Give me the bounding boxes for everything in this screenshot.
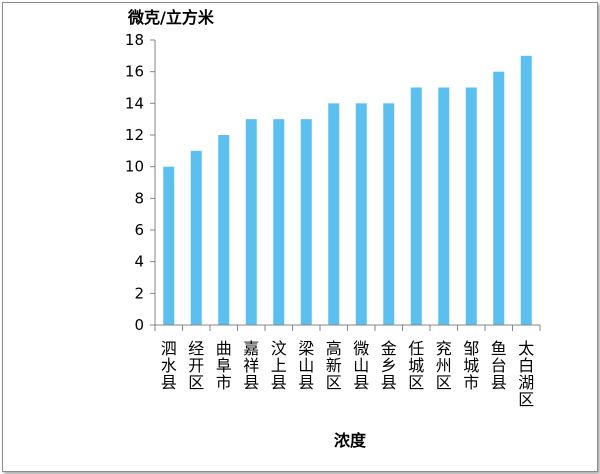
category-labels: 泗水县经开区曲阜市嘉祥县汶上县梁山县高新区微山县金乡县任城区兖州区邹城市鱼台县太… — [161, 339, 535, 409]
y-tick-label: 16 — [125, 63, 144, 81]
x-category-label: 兖州区 — [436, 339, 452, 392]
x-category-label: 汶上县 — [271, 339, 287, 392]
x-category-label: 嘉祥县 — [243, 339, 259, 392]
y-axis-label: 微克/立方米 — [127, 8, 215, 27]
x-category-label: 金乡县 — [381, 339, 397, 392]
bar-7 — [355, 103, 367, 325]
x-axis-label: 浓度 — [334, 431, 367, 450]
y-tick-label: 0 — [134, 316, 144, 334]
bar-4 — [273, 119, 285, 326]
y-tick-label: 2 — [134, 284, 144, 302]
y-tick-label: 6 — [134, 221, 144, 239]
x-category-label: 鱼台县 — [491, 339, 507, 392]
y-tick-label: 18 — [125, 31, 144, 49]
y-tick-label: 4 — [134, 253, 144, 271]
bar-6 — [328, 103, 340, 325]
y-tick-label: 8 — [134, 189, 144, 207]
x-category-label: 高新区 — [326, 339, 342, 392]
x-category-label: 梁山县 — [298, 339, 314, 392]
bar-5 — [300, 119, 312, 326]
bars — [163, 55, 532, 326]
x-category-label: 微山县 — [353, 339, 369, 392]
x-category-label: 任城区 — [408, 339, 424, 392]
bar-12 — [493, 71, 505, 326]
y-tick-label: 12 — [125, 126, 144, 144]
y-tick-label: 14 — [125, 94, 144, 112]
x-ticks — [154, 325, 541, 331]
bar-13 — [520, 55, 532, 325]
bar-3 — [245, 119, 257, 326]
y-ticks: 0 2 4 6 8 10 12 14 16 18 — [125, 31, 155, 334]
x-category-label: 邹城市 — [463, 339, 479, 392]
x-category-label: 泗水县 — [161, 339, 177, 392]
bar-2 — [218, 135, 230, 325]
x-category-label: 太白湖区 — [518, 339, 534, 409]
y-tick-label: 10 — [125, 158, 144, 176]
x-category-label: 经开区 — [188, 339, 204, 392]
bar-1 — [190, 150, 202, 325]
bar-10 — [438, 87, 450, 325]
bar-8 — [383, 103, 395, 325]
bar-11 — [465, 87, 477, 325]
bar-0 — [163, 166, 175, 325]
bar-9 — [410, 87, 422, 325]
x-category-label: 曲阜市 — [216, 339, 232, 392]
